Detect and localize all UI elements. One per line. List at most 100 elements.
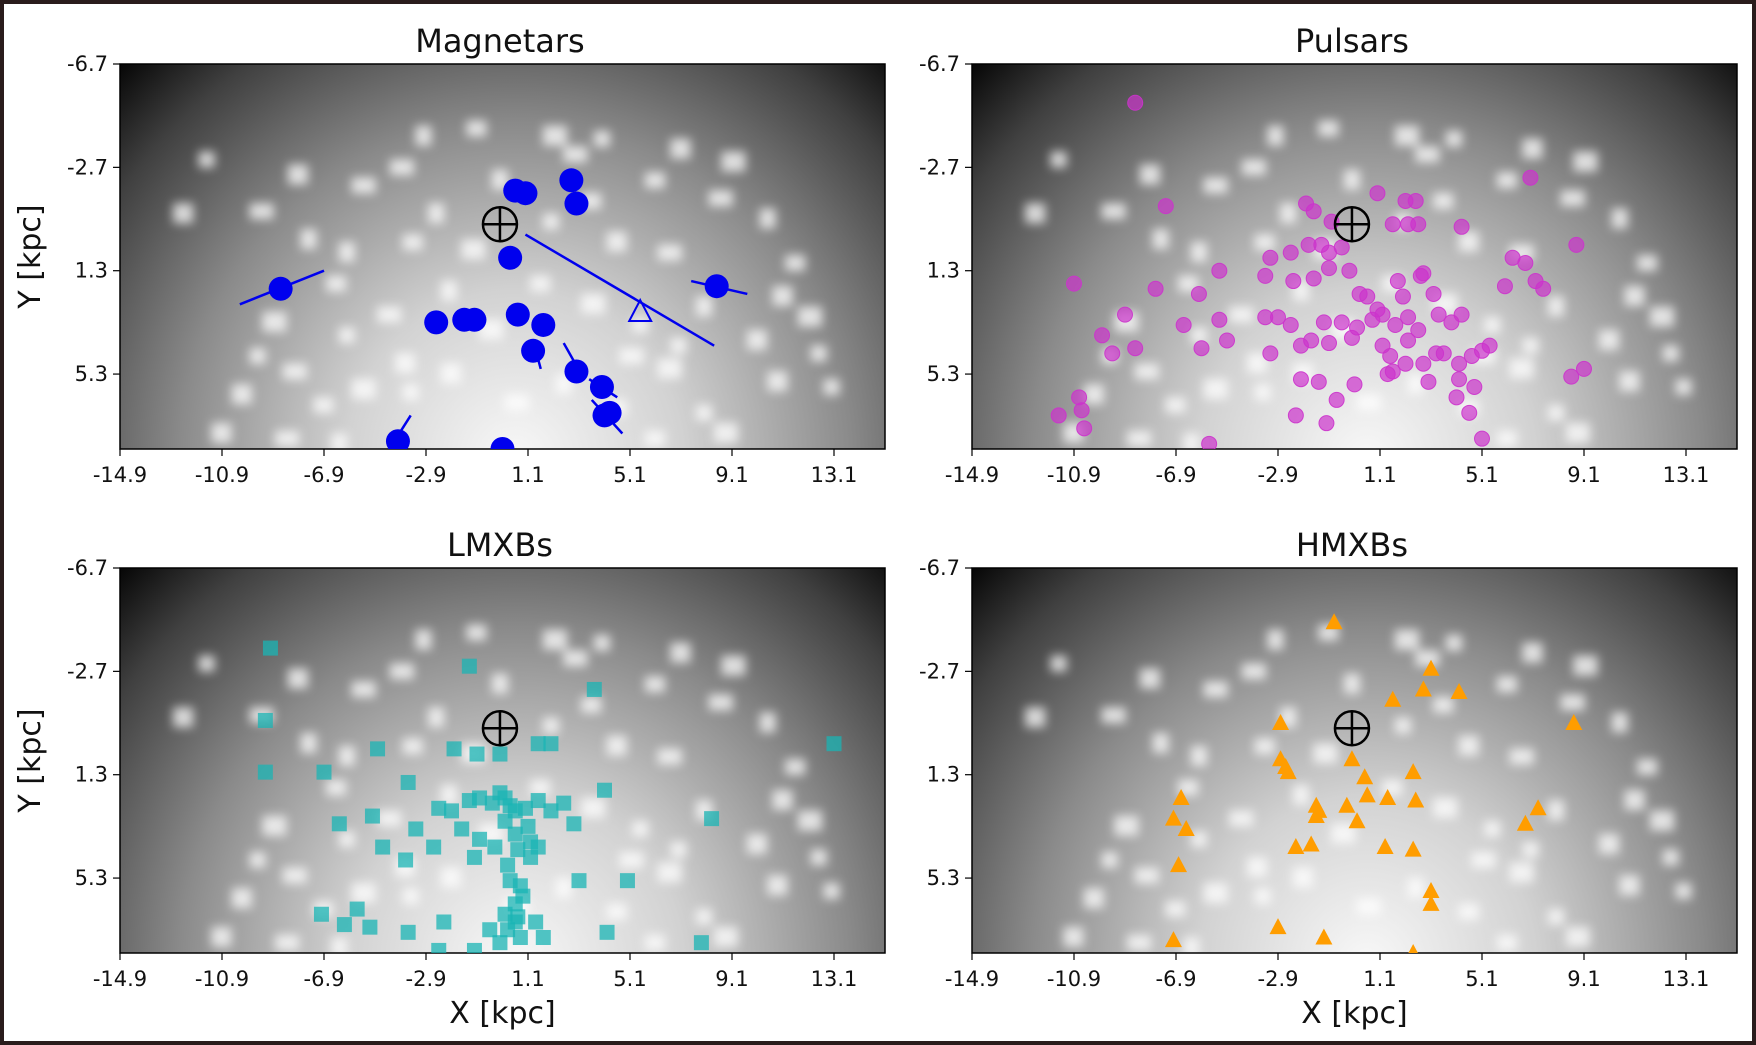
data-point bbox=[1104, 345, 1121, 362]
galaxy-clump bbox=[440, 784, 457, 805]
distance-limit-marker bbox=[627, 297, 653, 323]
data-point bbox=[408, 821, 424, 837]
galaxy-clump bbox=[644, 172, 665, 189]
data-point bbox=[472, 831, 488, 847]
x-tick-label: 1.1 bbox=[1363, 967, 1396, 991]
galaxy-clump bbox=[1509, 748, 1534, 765]
data-point bbox=[1127, 340, 1144, 357]
data-point bbox=[1193, 340, 1210, 357]
galaxy-clump bbox=[695, 404, 712, 421]
galaxy-clump bbox=[797, 306, 822, 327]
galaxy-clump bbox=[300, 229, 317, 250]
galaxy-clump bbox=[1560, 694, 1585, 711]
galaxy-clump bbox=[606, 735, 627, 756]
data-point bbox=[1453, 218, 1470, 235]
galaxy-clump bbox=[1241, 159, 1266, 176]
galaxy-clump bbox=[1203, 681, 1228, 698]
galaxy-clump bbox=[1139, 164, 1160, 185]
galaxy-clump bbox=[1484, 316, 1501, 333]
data-point bbox=[1404, 763, 1422, 780]
galaxy-clump bbox=[1267, 629, 1284, 650]
y-tick-label: -2.7 bbox=[919, 659, 960, 683]
galaxy-clump bbox=[708, 694, 733, 711]
data-point bbox=[497, 813, 513, 829]
galaxy-clump bbox=[759, 208, 776, 229]
data-point bbox=[492, 935, 508, 951]
data-point bbox=[444, 803, 459, 819]
galaxy-clump bbox=[1280, 203, 1297, 224]
data-point bbox=[1262, 249, 1279, 266]
data-point bbox=[1338, 796, 1356, 813]
data-point bbox=[543, 803, 559, 819]
x-tick-label: 5.1 bbox=[1465, 463, 1498, 487]
galaxy-clumps bbox=[1025, 120, 1692, 449]
data-point bbox=[370, 741, 386, 757]
galaxy-clump bbox=[300, 733, 317, 754]
x-tick-label: -10.9 bbox=[195, 463, 249, 487]
x-tick-label: -14.9 bbox=[945, 967, 999, 991]
data-point bbox=[589, 374, 614, 399]
y-tick-label: 1.3 bbox=[75, 259, 108, 283]
data-point bbox=[510, 842, 526, 858]
galaxy-clump bbox=[1407, 877, 1424, 898]
galaxy-clump bbox=[1382, 779, 1403, 796]
data-point bbox=[1310, 373, 1327, 390]
panel-title: Pulsars bbox=[1295, 22, 1409, 60]
galaxy-clump bbox=[377, 810, 402, 827]
galaxy-clump bbox=[1101, 707, 1126, 724]
galaxy-clump bbox=[670, 138, 691, 159]
galaxy-clump bbox=[1190, 746, 1207, 767]
galaxy-clump bbox=[1619, 371, 1640, 392]
data-point bbox=[364, 808, 380, 824]
galaxy-clump bbox=[1662, 345, 1679, 362]
galaxy-clump bbox=[1471, 851, 1496, 868]
data-point bbox=[431, 942, 447, 953]
data-layer bbox=[1164, 613, 1583, 953]
galaxy-clump bbox=[563, 146, 588, 163]
galaxy-clump bbox=[530, 779, 551, 796]
data-point bbox=[1412, 267, 1429, 284]
galaxy-clump bbox=[440, 363, 461, 384]
data-point bbox=[1481, 337, 1498, 354]
galaxy-clump bbox=[249, 203, 274, 220]
data-layer bbox=[257, 640, 842, 953]
galaxy-clump bbox=[338, 746, 355, 767]
galaxy-clump bbox=[211, 926, 232, 947]
galaxy-clump bbox=[1560, 190, 1585, 207]
data-point bbox=[1201, 435, 1218, 449]
figure: Magnetars -14.9 -10.9 -6.9 -2.9 1.1 5.1 9.1 13.1… bbox=[4, 4, 1752, 1041]
galaxy-clump bbox=[1547, 800, 1564, 821]
data-point bbox=[1565, 714, 1583, 731]
galaxy-clump bbox=[1573, 151, 1598, 172]
data-point bbox=[1127, 94, 1144, 111]
galaxy-clump bbox=[1509, 862, 1534, 883]
data-point bbox=[1516, 814, 1534, 831]
galaxy-clump bbox=[632, 316, 649, 333]
galaxy-clump bbox=[173, 203, 194, 224]
x-tick-label: -2.9 bbox=[1258, 967, 1299, 991]
galaxy-clump bbox=[772, 789, 793, 810]
galaxy-clump bbox=[1649, 810, 1674, 831]
galaxy-clump bbox=[810, 345, 827, 362]
data-point bbox=[1175, 316, 1192, 333]
galaxy-clump bbox=[657, 358, 682, 379]
galaxy-clump bbox=[767, 371, 788, 392]
x-tick-label: 13.1 bbox=[811, 967, 858, 991]
galaxy-clump bbox=[249, 851, 266, 868]
y-tick-label: -6.7 bbox=[67, 52, 108, 76]
data-point bbox=[500, 922, 516, 938]
data-point bbox=[1374, 306, 1391, 323]
data-point bbox=[1305, 270, 1322, 287]
galaxy-clump bbox=[1415, 146, 1440, 163]
data-point bbox=[528, 914, 544, 930]
data-point bbox=[1341, 262, 1358, 279]
plot-frame bbox=[971, 63, 1738, 450]
galaxy-clump bbox=[287, 164, 308, 185]
y-axis-label: Y [kpc] bbox=[13, 204, 48, 309]
galaxy-clump bbox=[1433, 696, 1454, 713]
panel-title: HMXBs bbox=[1296, 526, 1408, 564]
data-point bbox=[1117, 306, 1133, 323]
data-point bbox=[826, 736, 842, 752]
data-point bbox=[513, 181, 538, 206]
data-point bbox=[498, 245, 523, 270]
